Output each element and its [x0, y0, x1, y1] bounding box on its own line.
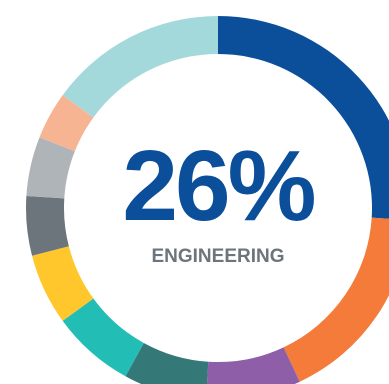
donut-slice-7	[26, 195, 69, 256]
donut-slices	[26, 15, 389, 384]
center-value: 26%	[122, 130, 314, 242]
donut-slice-4	[125, 342, 209, 384]
donut-slice-3	[206, 347, 300, 384]
donut-slice-2	[283, 217, 389, 382]
donut-slice-8	[26, 137, 75, 199]
donut-slice-6	[32, 246, 94, 321]
donut-slice-5	[62, 298, 144, 377]
donut-slice-1	[218, 16, 389, 219]
donut-slice-10	[62, 15, 219, 118]
donut-slice-9	[39, 95, 94, 152]
center-label: ENGINEERING	[151, 246, 284, 267]
